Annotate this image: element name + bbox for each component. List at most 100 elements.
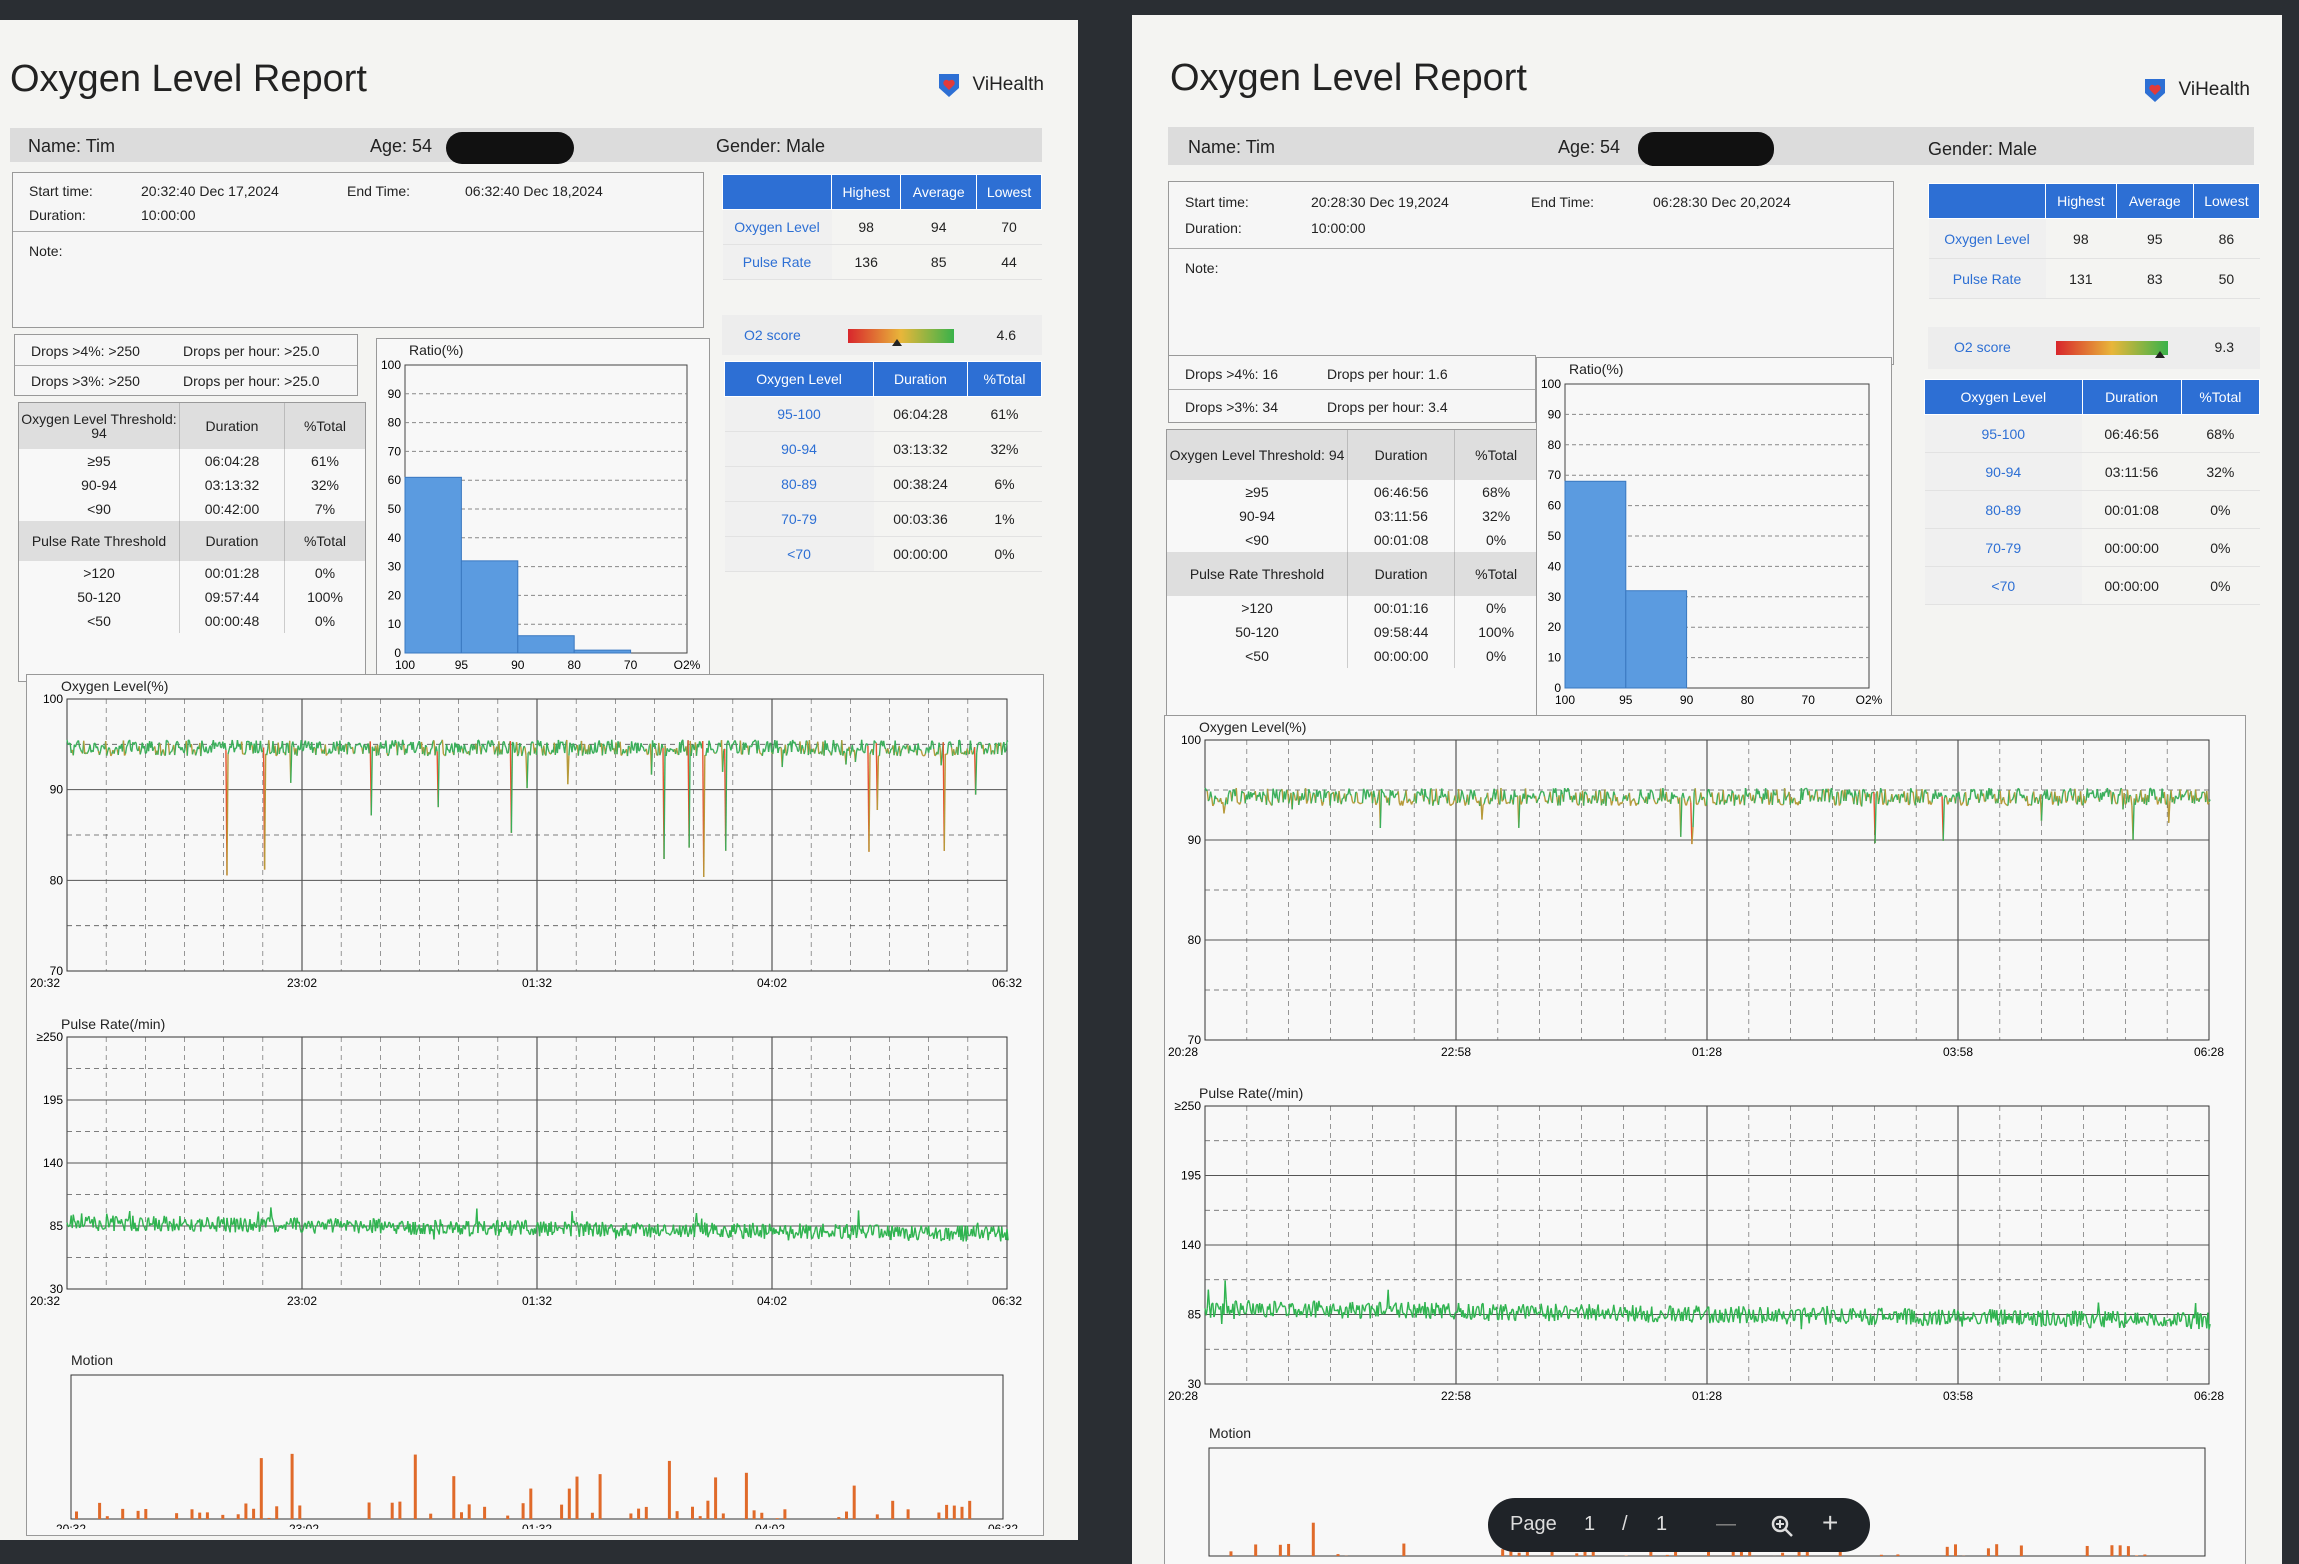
ox-trace (1822, 788, 1825, 791)
pr-trace (1742, 1306, 1746, 1310)
zoom-in-button[interactable]: + (1822, 1507, 1839, 1538)
pr-trace (1796, 1308, 1799, 1311)
y-tick-label: 70 (388, 444, 402, 458)
x-tick-label: 90 (1680, 693, 1694, 707)
ox-trace (1817, 797, 1820, 802)
ox-trace (1401, 800, 1405, 806)
ox-trace (1768, 801, 1771, 805)
pr-trace (724, 1226, 727, 1230)
ox-trace (896, 750, 899, 756)
table-row: 95-100 06:46:56 68% (1924, 414, 2260, 453)
ox-trace (1728, 793, 1731, 797)
pr-trace (483, 1221, 486, 1232)
pr-trace (1597, 1304, 1600, 1317)
motion-bar (667, 1460, 671, 1519)
pr-trace (2083, 1313, 2086, 1316)
motion-bar (105, 1516, 109, 1519)
pr-trace (2058, 1317, 2062, 1324)
pr-trace (1216, 1303, 1220, 1308)
ox-trace (110, 753, 113, 757)
ox-trace (1892, 797, 1895, 803)
pr-trace (299, 1228, 302, 1233)
ox-trace (245, 740, 248, 752)
o2-score: O2 score 4.6 (722, 315, 1042, 355)
ox-trace (207, 747, 210, 754)
pr-trace (534, 1226, 538, 1234)
ox-trace (728, 742, 731, 747)
drops-4: Drops >4%: >250 (31, 343, 140, 359)
pr-trace (649, 1227, 653, 1238)
x-tick-label: 70 (1802, 693, 1816, 707)
pr-trace (1725, 1313, 1729, 1320)
page-current-input[interactable]: 1 (1584, 1513, 1596, 1535)
ox-trace (1503, 790, 1507, 800)
ox-trace (278, 747, 281, 755)
pr-trace (966, 1225, 970, 1235)
ox-trace (429, 749, 432, 755)
ox-trace (1380, 788, 1384, 793)
pr-trace (234, 1218, 238, 1233)
pr-trace (1847, 1312, 1851, 1322)
ox-trace (524, 747, 527, 756)
ox-trace (1783, 788, 1787, 801)
ox-trace (1665, 791, 1669, 801)
motion-bar (1278, 1544, 1282, 1556)
ox-trace (133, 742, 136, 745)
ox-trace (186, 739, 189, 756)
ox-trace (348, 742, 352, 748)
ox-trace (1702, 796, 1705, 799)
ox-trace (1435, 788, 1438, 801)
pr-trace (1474, 1308, 1478, 1316)
pr-trace (1874, 1321, 1877, 1325)
ox-trace (1356, 792, 1359, 803)
ox-trace (1652, 793, 1655, 800)
pr-trace (2104, 1311, 2107, 1321)
ox-trace (157, 742, 160, 755)
ratio-bar (460, 560, 519, 654)
pr-trace (1425, 1306, 1428, 1319)
pr-trace (462, 1224, 465, 1228)
ox-trace (143, 745, 147, 754)
ox-trace (412, 741, 415, 752)
pr-trace (1288, 1303, 1291, 1316)
ox-trace (1912, 791, 1915, 802)
pr-trace (1913, 1310, 1916, 1323)
pr-trace (1845, 1320, 1848, 1324)
pr-trace (94, 1220, 97, 1229)
ox-trace (2058, 795, 2062, 802)
ox-trace (1266, 788, 1270, 801)
ox-trace (517, 753, 520, 757)
motion-bar (190, 1509, 194, 1519)
ox-trace (1930, 802, 1933, 805)
pr-trace (1856, 1313, 1859, 1316)
ox-trace (126, 740, 130, 745)
pr-trace (1242, 1305, 1245, 1314)
pr-trace (878, 1235, 882, 1239)
pr-trace (1664, 1317, 1667, 1320)
ox-trace (1879, 787, 1883, 793)
motion-chart-title: Motion (71, 1352, 113, 1368)
ox-trace (1947, 801, 1950, 805)
ox-trace (1516, 795, 1519, 797)
pr-trace (2173, 1314, 2177, 1323)
x-tick-label: 01:32 (522, 1522, 552, 1529)
pr-trace (517, 1220, 520, 1224)
pr-trace (675, 1228, 679, 1233)
pr-trace (86, 1217, 89, 1222)
pr-trace (461, 1224, 464, 1235)
table-row: Oxygen Level 98 94 70 (722, 209, 1042, 245)
ox-trace (803, 750, 806, 755)
table-row: <90 00:42:00 7% (19, 497, 365, 521)
pr-trace (2093, 1319, 2096, 1324)
ox-trace (1694, 788, 1698, 805)
pr-trace (1900, 1312, 1903, 1315)
zoom-out-button[interactable]: — (1716, 1513, 1736, 1535)
pr-trace (66, 1222, 69, 1227)
pr-trace (2182, 1312, 2186, 1316)
pr-trace (1550, 1308, 1554, 1318)
zoom-icon[interactable] (1770, 1514, 1794, 1538)
ox-trace (1349, 793, 1352, 796)
ox-trace (1982, 793, 1986, 802)
ox-trace (67, 743, 70, 746)
motion-bar (367, 1502, 371, 1519)
